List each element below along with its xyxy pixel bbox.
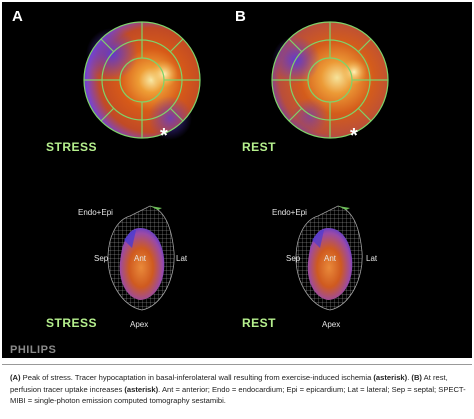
caption-b-text: At rest, perfusion tracer uptake increas… xyxy=(10,373,448,394)
polar-map-rest xyxy=(271,21,389,139)
figure-caption: (A) Peak of stress. Tracer hypocaptation… xyxy=(10,372,466,407)
caption-a-label: (A) xyxy=(10,373,21,382)
apex-label-rest: Apex xyxy=(322,320,341,329)
endo-epi-label-stress: Endo+Epi xyxy=(78,208,113,217)
model-label-stress: STRESS xyxy=(46,316,98,330)
caption-divider xyxy=(2,364,472,365)
caption-b-end: . Ant = anterior; Endo = endocardium; Ep… xyxy=(10,384,466,406)
caption-a-asterisk: (asterisk) xyxy=(373,373,408,382)
caption-a-end: . xyxy=(407,373,412,382)
caption-a-text: Peak of stress. Tracer hypocaptation in … xyxy=(20,373,374,382)
caption-b-asterisk: (asterisk) xyxy=(124,384,159,394)
polar-label-stress: STRESS xyxy=(46,140,98,154)
brand-logo-text: PHILIPS xyxy=(10,344,57,356)
ant-label-rest: Ant xyxy=(324,254,337,263)
lat-label-stress: Lat xyxy=(176,254,188,263)
polar-map-stress xyxy=(83,21,201,140)
panel-a-letter: A xyxy=(12,8,23,25)
caption-b-label: (B) xyxy=(411,373,422,382)
apex-label-stress: Apex xyxy=(130,320,149,329)
sep-label-rest: Sep xyxy=(286,254,301,263)
endo-epi-label-rest: Endo+Epi xyxy=(272,208,307,217)
asterisk-marker-rest: * xyxy=(350,125,358,147)
lv-model-rest xyxy=(295,205,363,311)
panel-b-letter: B xyxy=(235,8,246,25)
lat-label-rest: Lat xyxy=(366,254,378,263)
scan-figure: A * STRESS B xyxy=(2,2,472,358)
asterisk-marker-stress: * xyxy=(160,125,168,147)
ant-label-stress: Ant xyxy=(134,254,147,263)
lv-model-stress xyxy=(107,205,175,311)
polar-label-rest: REST xyxy=(242,140,277,154)
sep-label-stress: Sep xyxy=(94,254,109,263)
model-label-rest: REST xyxy=(242,316,277,330)
